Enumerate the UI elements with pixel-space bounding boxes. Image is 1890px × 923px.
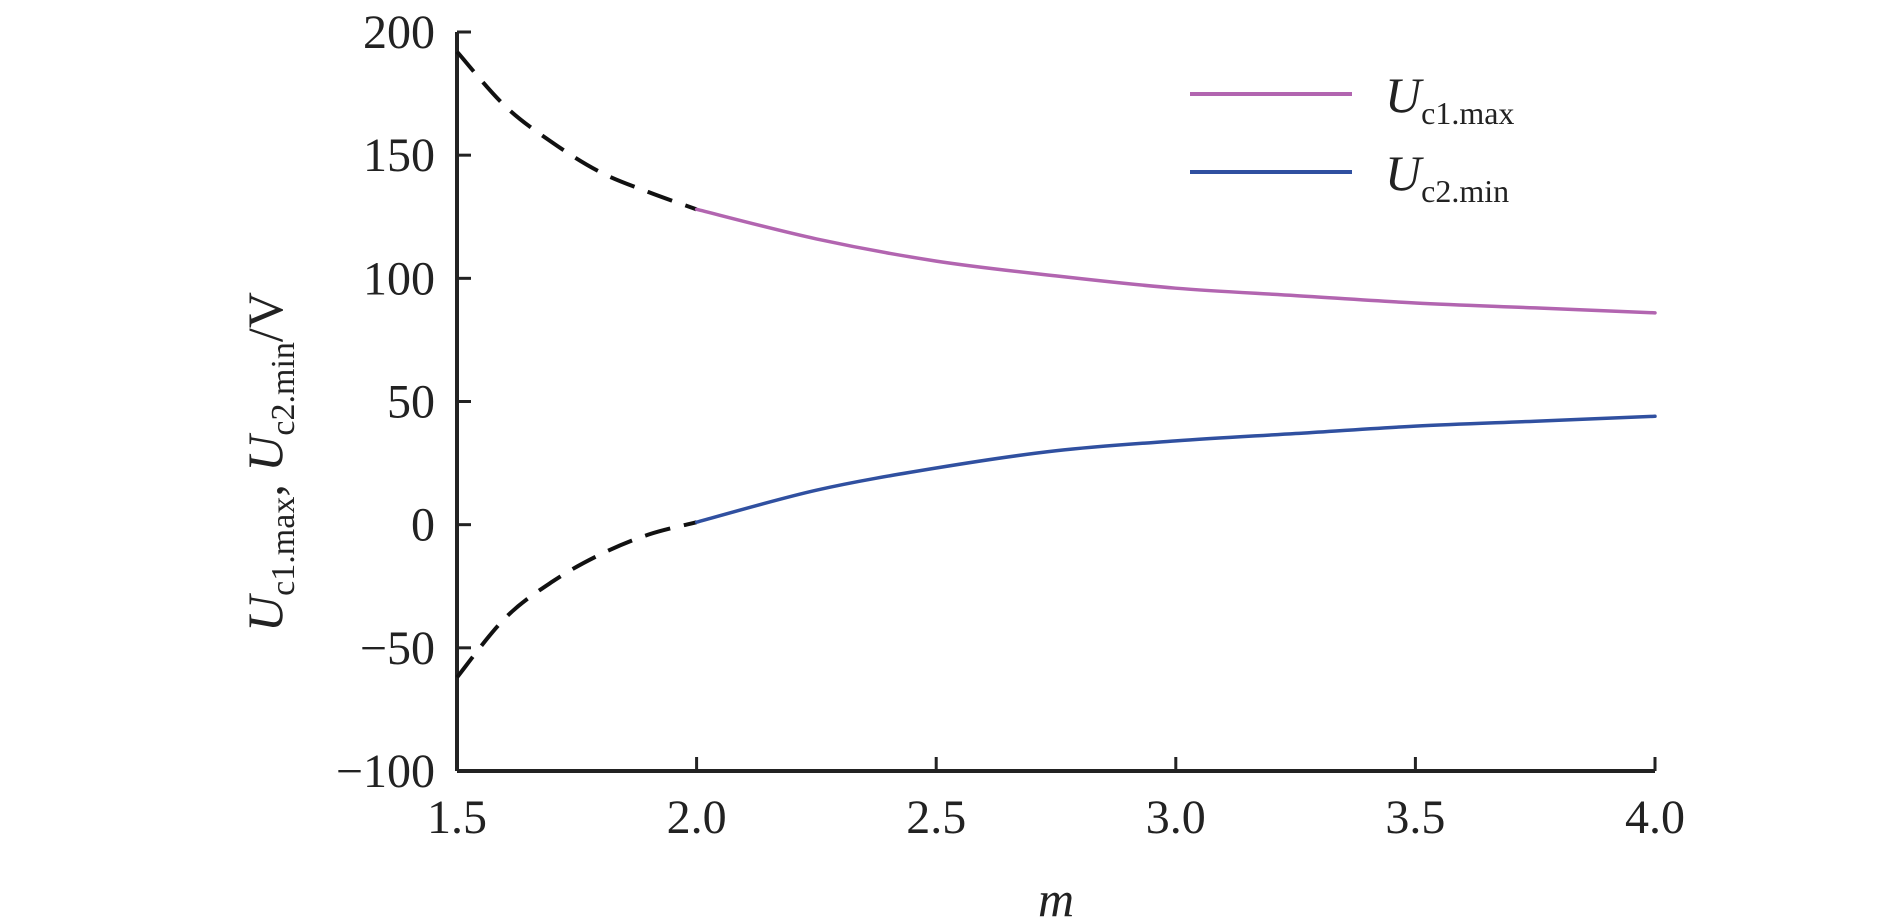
legend-label-uc2min-base: U: [1385, 145, 1424, 201]
series-uc2min-line: [694, 414, 1657, 524]
y-axis-title-unit: /V: [237, 292, 293, 342]
x-axis-title: m: [1038, 871, 1074, 923]
x-tick-label: 3.0: [1146, 791, 1206, 844]
y-tick-label: 0: [411, 499, 435, 552]
y-tick-label: −50: [360, 622, 435, 675]
legend-label-uc1max-base: U: [1385, 67, 1424, 123]
x-tick-label: 4.0: [1625, 791, 1685, 844]
y-axis-title-sub1: c1.max: [265, 497, 302, 596]
legend-label-uc2min: Uc2.min: [1385, 145, 1509, 209]
series-uc1max-dashed: [455, 50, 698, 212]
y-tick-label: 200: [363, 6, 435, 59]
series-uc1max-line: [694, 207, 1657, 315]
x-axis-ticks: 1.5 2.0 2.5 3.0 3.5 4.0: [427, 757, 1685, 844]
legend-label-uc1max: Uc1.max: [1385, 67, 1514, 131]
x-tick-label: 2.0: [667, 791, 727, 844]
y-axis-title-sub2: c2.min: [265, 342, 302, 435]
y-axis-ticks: 200 150 100 50 0 −50 −100: [336, 6, 471, 798]
x-tick-label: 2.5: [906, 791, 966, 844]
y-tick-label: −100: [336, 745, 435, 798]
legend-label-uc2min-sub: c2.min: [1421, 173, 1509, 209]
x-tick-label: 3.5: [1385, 791, 1445, 844]
x-tick-label: 1.5: [427, 791, 487, 844]
series-group: [455, 50, 1657, 679]
y-tick-label: 150: [363, 129, 435, 182]
y-axis-title: Uc1.max, Uc2.min/V: [237, 292, 302, 632]
y-tick-label: 50: [387, 376, 435, 429]
y-axis-title-base1: U: [237, 593, 293, 632]
y-axis-title-sep: ,: [237, 472, 293, 497]
legend: Uc1.max Uc2.min: [1190, 67, 1514, 209]
series-uc2min-dashed: [455, 520, 698, 679]
y-axis-title-base2: U: [237, 433, 293, 472]
y-tick-label: 100: [363, 252, 435, 305]
legend-label-uc1max-sub: c1.max: [1421, 95, 1514, 131]
